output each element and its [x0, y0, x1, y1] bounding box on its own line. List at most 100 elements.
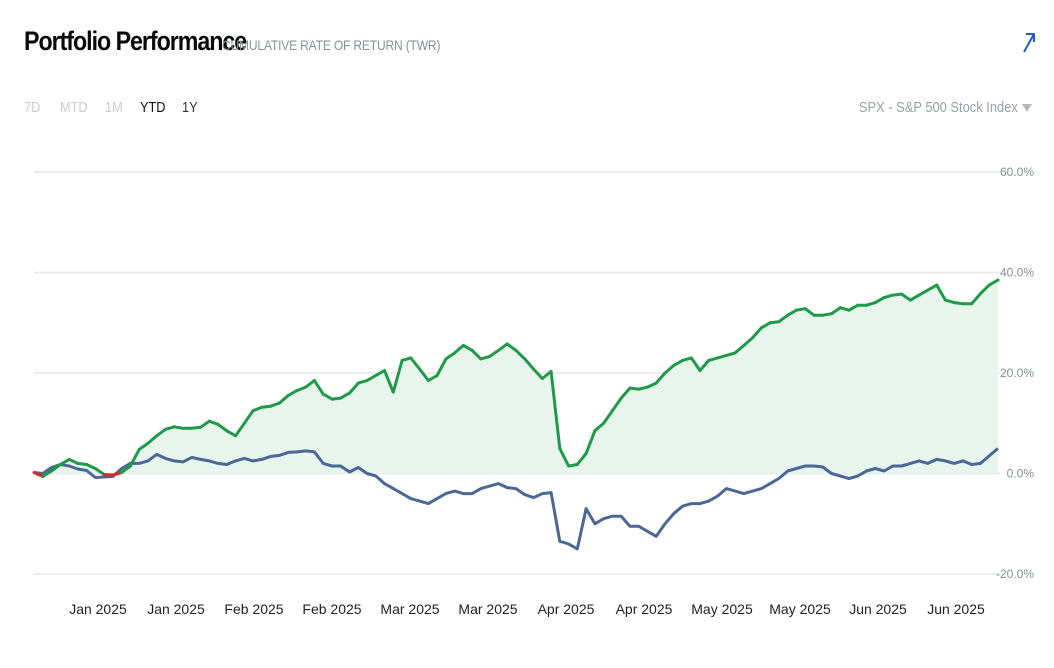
portfolio-line-segment: [926, 283, 939, 292]
portfolio-line-segment: [751, 326, 763, 340]
portfolio-line-segment: [383, 369, 395, 394]
portfolio-line-segment: [610, 396, 623, 413]
period-7d[interactable]: 7D: [24, 99, 41, 116]
portfolio-line-segment: [85, 463, 97, 470]
x-axis-ticks: Jan 2025 Jan 2025 Feb 2025 Feb 2025 Mar 2025…: [69, 601, 985, 617]
portfolio-line-segment: [409, 356, 422, 371]
portfolio-line-segment: [50, 463, 62, 473]
arrow-up-right-icon[interactable]: [1020, 30, 1038, 54]
portfolio-line-segment: [865, 301, 877, 307]
portfolio-line-segment: [602, 409, 614, 425]
portfolio-line-segment: [733, 343, 746, 355]
portfolio-line-segment: [505, 342, 518, 352]
x-tick-label: Feb 2025: [224, 601, 283, 617]
y-tick-label: 40.0%: [1000, 266, 1034, 280]
portfolio-line-segment: [532, 367, 544, 380]
period-mtd[interactable]: MTD: [60, 99, 88, 116]
portfolio-line-segment: [943, 298, 956, 305]
portfolio-line-segment: [742, 336, 755, 347]
x-tick-label: Mar 2025: [458, 601, 517, 617]
portfolio-line-segment: [479, 354, 492, 361]
y-tick-label: 0.0%: [1007, 467, 1035, 481]
portfolio-line-segment: [356, 379, 369, 385]
series-lines: [32, 278, 1000, 551]
portfolio-line-segment: [593, 421, 606, 433]
x-tick-label: Jan 2025: [69, 601, 127, 617]
portfolio-line-segment: [488, 348, 500, 358]
period-ytd[interactable]: YTD: [140, 99, 166, 116]
portfolio-line-segment: [199, 419, 211, 429]
portfolio-line-segment: [120, 464, 132, 474]
portfolio-line-segment: [251, 405, 264, 413]
portfolio-line-segment: [830, 306, 842, 316]
portfolio-line-segment: [707, 356, 720, 362]
portfolio-line-segment: [93, 467, 106, 476]
portfolio-line-segment: [269, 401, 281, 408]
portfolio-line-segment: [418, 367, 430, 382]
portfolio-line-segment: [164, 425, 176, 431]
y-tick-label: 60.0%: [1000, 165, 1034, 179]
portfolio-line-segment: [435, 357, 448, 377]
portfolio-line-segment: [128, 447, 141, 468]
portfolio-line-segment: [847, 303, 860, 312]
portfolio-line-segment: [558, 446, 571, 468]
portfolio-line-segment: [549, 370, 562, 450]
portfolio-line-segment: [470, 348, 483, 361]
portfolio-line-segment: [540, 370, 553, 380]
x-tick-label: Feb 2025: [302, 601, 361, 617]
portfolio-line-segment: [759, 321, 772, 330]
y-axis-ticks: 60.0% 40.0% 20.0% 0.0% -20.0%: [996, 165, 1034, 581]
portfolio-line-segment: [637, 385, 649, 391]
portfolio-line-segment: [207, 419, 220, 426]
portfolio-line-segment: [917, 288, 930, 297]
portfolio-line-segment: [277, 394, 290, 405]
x-tick-label: May 2025: [769, 601, 831, 617]
portfolio-line-segment: [41, 469, 53, 478]
portfolio-line-segment: [523, 357, 535, 371]
portfolio-line-segment: [312, 379, 325, 396]
portfolio-line-segment: [672, 358, 684, 367]
portfolio-line-segment: [900, 292, 912, 302]
portfolio-line-segment: [111, 471, 124, 477]
portfolio-line-segment: [663, 364, 676, 375]
period-1y[interactable]: 1Y: [182, 99, 198, 116]
benchmark-select[interactable]: SPX - S&P 500 Stock Index: [833, 99, 1032, 116]
x-tick-label: Jun 2025: [849, 601, 907, 617]
portfolio-line-segment: [908, 293, 921, 302]
caret-down-icon: [1022, 103, 1032, 112]
portfolio-line-segment: [514, 348, 527, 361]
period-1m[interactable]: 1M: [105, 99, 123, 116]
portfolio-line-segment: [242, 409, 255, 425]
portfolio-line-segment: [584, 429, 597, 455]
portfolio-line-segment: [58, 457, 71, 466]
portfolio-line-segment: [453, 343, 465, 355]
portfolio-line-segment: [374, 369, 386, 377]
portfolio-line-segment: [575, 451, 588, 466]
portfolio-line-segment: [365, 374, 378, 382]
portfolio-line-segment: [137, 441, 150, 451]
y-tick-label: 20.0%: [1000, 366, 1034, 380]
portfolio-line-segment: [689, 356, 702, 372]
portfolio-line-segment: [234, 421, 246, 438]
portfolio-line-segment: [935, 283, 947, 302]
portfolio-line-segment: [304, 379, 316, 389]
portfolio-line-segment: [146, 434, 159, 445]
portfolio-area: [34, 280, 998, 477]
portfolio-line-segment: [391, 358, 404, 394]
x-tick-label: Jun 2025: [927, 601, 985, 617]
portfolio-line-segment: [646, 381, 658, 389]
portfolio-line-segment: [979, 283, 991, 296]
portfolio-line-segment: [155, 427, 167, 438]
portfolio-line-segment: [216, 422, 229, 433]
portfolio-line-segment: [681, 356, 693, 362]
portfolio-line-segment: [461, 343, 474, 352]
portfolio-line-segment: [786, 308, 798, 317]
portfolio-line-segment: [698, 358, 711, 372]
x-tick-label: Apr 2025: [538, 601, 595, 617]
portfolio-line-segment: [32, 471, 45, 478]
portfolio-line-segment: [777, 313, 790, 324]
chart-subtitle: CUMULATIVE RATE OF RETURN (TWR): [222, 37, 441, 53]
portfolio-line-segment: [838, 306, 851, 312]
portfolio-line-segment: [67, 457, 80, 465]
